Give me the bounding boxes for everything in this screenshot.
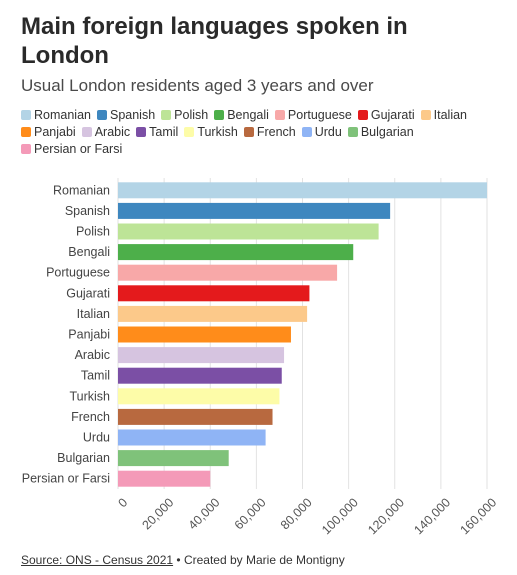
x-tick-label: 140,000: [411, 495, 453, 537]
legend-swatch: [96, 110, 107, 120]
legend-label: Italian: [433, 108, 467, 122]
legend-swatch: [243, 127, 254, 137]
legend-item: Urdu: [301, 125, 342, 139]
bar: [118, 408, 273, 425]
legend-swatch: [21, 144, 31, 154]
legend-item: Portuguese: [274, 108, 352, 122]
x-tick-label: 160,000: [457, 495, 499, 537]
category-label: Romanian: [53, 183, 110, 197]
category-label: Tamil: [81, 369, 110, 383]
legend-item: French: [243, 125, 296, 139]
legend-label: Gujarati: [370, 108, 415, 122]
legend-swatch: [420, 110, 431, 120]
category-label: Arabic: [75, 348, 110, 362]
bar: [118, 244, 354, 261]
bar: [118, 367, 282, 384]
x-tick-label: 80,000: [278, 495, 315, 532]
bar: [118, 202, 391, 219]
category-label: Bengali: [68, 245, 110, 259]
legend-label: Arabic: [94, 125, 131, 139]
category-label: Spanish: [65, 204, 110, 218]
x-tick-label: 120,000: [365, 495, 407, 537]
x-tick-label: 60,000: [232, 495, 269, 532]
legend-label: Tamil: [149, 125, 179, 139]
legend-item: Spanish: [96, 108, 156, 122]
legend-swatch: [136, 127, 147, 137]
legend-item: Bengali: [214, 108, 269, 122]
legend-item: Bulgarian: [347, 125, 414, 139]
legend-item: Gujarati: [357, 108, 415, 122]
legend-label: Bengali: [227, 108, 269, 122]
legend-label: Polish: [174, 108, 209, 122]
legend-label: Urdu: [314, 125, 342, 139]
category-label: French: [71, 410, 110, 424]
legend-item: Persian or Farsi: [21, 142, 122, 156]
legend-item: Panjabi: [21, 125, 76, 139]
legend-label: Persian or Farsi: [34, 142, 123, 156]
legend-label: Bulgarian: [360, 125, 414, 139]
x-tick-label: 40,000: [186, 495, 223, 532]
bar: [118, 326, 291, 343]
legend-swatch: [21, 110, 31, 120]
category-label: Portuguese: [46, 266, 110, 280]
bar: [118, 285, 310, 302]
category-label: Panjabi: [68, 328, 110, 342]
legend-swatch: [301, 127, 312, 137]
source-link[interactable]: Source: ONS - Census 2021: [21, 553, 174, 567]
legend-label: Romanian: [34, 108, 91, 122]
legend-label: Portuguese: [287, 108, 352, 122]
legend-item: Italian: [420, 108, 467, 122]
category-label: Urdu: [83, 431, 110, 445]
category-label: Persian or Farsi: [22, 472, 110, 486]
category-label: Italian: [77, 307, 110, 321]
legend: Romanian Spanish Polish Bengali Portuguese Gu…: [21, 108, 501, 156]
legend-swatch: [21, 127, 31, 137]
legend-label: Panjabi: [34, 125, 76, 139]
legend-item: Tamil: [136, 125, 178, 139]
x-tick-label: 20,000: [140, 495, 177, 532]
footer: Source: ONS - Census 2021 • Created by M…: [21, 553, 345, 567]
legend-swatch: [184, 127, 195, 137]
chart-title: Main foreign languages spoken in London: [21, 13, 408, 69]
category-label: Gujarati: [66, 286, 110, 300]
bar: [118, 429, 266, 446]
bar: [118, 470, 211, 487]
bar: [118, 347, 285, 364]
category-label: Turkish: [69, 389, 110, 403]
credit-text: • Created by Marie de Montigny: [173, 553, 345, 567]
legend-label: French: [256, 125, 296, 139]
bar: [118, 264, 338, 281]
legend-item: Polish: [161, 108, 208, 122]
legend-label: Turkish: [197, 125, 238, 139]
legend-swatch: [81, 127, 92, 137]
bar: [118, 450, 229, 467]
legend-item: Arabic: [81, 125, 131, 139]
bar: [118, 223, 379, 240]
category-label: Bulgarian: [57, 451, 110, 465]
bar: [118, 388, 280, 405]
bar: [118, 305, 308, 322]
x-tick-label: 100,000: [319, 495, 361, 537]
legend-swatch: [347, 127, 358, 137]
bar: [118, 182, 487, 199]
category-label: Polish: [76, 225, 110, 239]
chart-subtitle: Usual London residents aged 3 years and …: [21, 76, 374, 95]
legend-item: Romanian: [21, 108, 91, 122]
legend-swatch: [274, 110, 285, 120]
legend-item: Turkish: [184, 125, 238, 139]
legend-label: Spanish: [109, 108, 156, 122]
x-tick-label: 0: [116, 495, 131, 510]
bar-chart: Romanian Spanish Polish Bengali Portuguese Gu…: [22, 178, 499, 537]
legend-swatch: [161, 110, 172, 120]
legend-swatch: [357, 110, 368, 120]
legend-swatch: [214, 110, 225, 120]
